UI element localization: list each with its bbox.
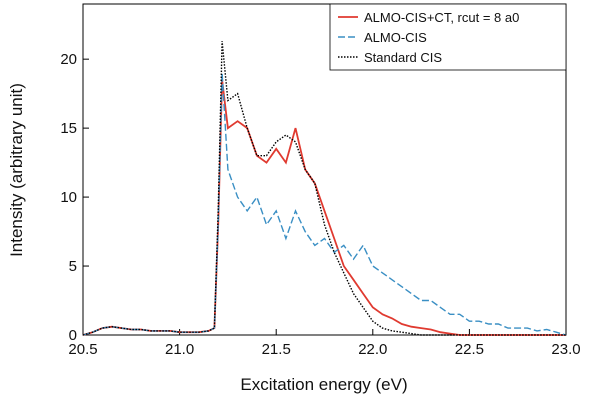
y-tick-label: 10 — [60, 189, 77, 206]
series-line — [82, 72, 567, 336]
legend-label: ALMO-CIS+CT, rcut = 8 a0 — [364, 10, 519, 25]
x-tick-label: 22.5 — [455, 341, 484, 358]
y-tick-label: 20 — [60, 51, 77, 68]
x-tick-label: 22.0 — [358, 341, 387, 358]
plot-frame — [82, 3, 567, 336]
x-tick-label: 21.0 — [165, 341, 194, 358]
x-tick-label: 21.5 — [262, 341, 291, 358]
y-axis-label: Intensity (arbitrary unit) — [7, 83, 26, 257]
y-tick-label: 15 — [60, 120, 77, 137]
y-tick-label: 0 — [69, 327, 77, 344]
y-tick-label: 5 — [69, 258, 77, 275]
legend-label: ALMO-CIS — [364, 30, 427, 45]
legend-label: Standard CIS — [364, 50, 442, 65]
series-line — [82, 79, 566, 336]
x-tick-label: 20.5 — [68, 341, 97, 358]
x-axis-label: Excitation energy (eV) — [240, 375, 407, 394]
series-line — [82, 41, 566, 336]
x-tick-label: 23.0 — [551, 341, 580, 358]
legend-box — [329, 3, 567, 71]
